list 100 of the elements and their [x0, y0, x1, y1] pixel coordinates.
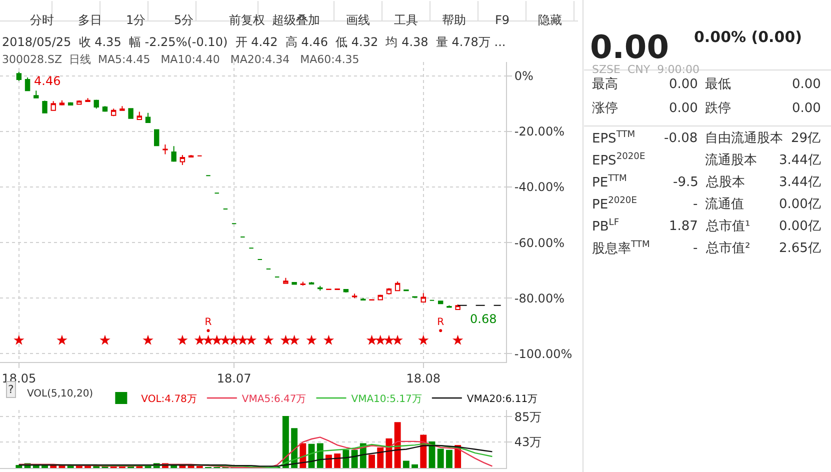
candlestick — [110, 108, 116, 117]
bar — [446, 450, 452, 468]
candlestick — [360, 297, 366, 301]
text: ? — [8, 383, 14, 396]
x-tick-label: 18.08 — [406, 371, 441, 386]
text: 总市值¹ — [705, 219, 750, 234]
annotation: 0.68 — [470, 312, 497, 326]
candlestick — [455, 304, 460, 310]
text: 0.00 — [669, 77, 698, 92]
text: 工具 — [394, 13, 418, 27]
text: 分时 — [30, 13, 54, 27]
candlestick — [394, 280, 400, 292]
text: 29亿 — [791, 131, 821, 146]
text: 跌停 — [705, 101, 731, 116]
text: EPS$^{2020E}$ — [592, 152, 646, 168]
text: 最低 — [705, 77, 731, 92]
text: 2.65亿 — [779, 241, 821, 256]
text: -9.5 — [673, 175, 698, 190]
legend-label: VMA20:6.11万 — [466, 394, 538, 405]
text: 流通值 — [705, 196, 744, 212]
bar — [316, 443, 324, 468]
y-tick-label: 85万 — [514, 410, 542, 424]
text: 3.44亿 — [779, 175, 821, 190]
bar — [368, 454, 375, 468]
text: 0.00亿 — [779, 219, 821, 234]
text: 0.00亿 — [779, 197, 821, 212]
text: 画线 — [346, 13, 370, 27]
bar — [326, 454, 332, 468]
text: -0.08 — [664, 131, 698, 146]
candlestick — [412, 296, 418, 298]
text: PE$^{TTM}$ — [592, 174, 627, 190]
candlestick — [85, 98, 90, 102]
candlestick — [136, 111, 142, 120]
candlestick — [300, 281, 306, 286]
text: 0.00% (0.00) — [694, 28, 802, 46]
candlestick — [420, 292, 426, 303]
text: 最高 — [592, 76, 618, 92]
legend-title: VOL(5,10,20) — [27, 388, 94, 400]
annotation: 4.46 — [34, 74, 61, 88]
candlestick — [154, 129, 160, 146]
y-tick-label: -60.00% — [514, 236, 564, 250]
candlestick — [42, 100, 48, 114]
bar — [437, 448, 444, 468]
line-series — [18, 436, 493, 468]
bar — [342, 450, 350, 468]
text: 总股本 — [705, 175, 745, 190]
candlestick — [283, 277, 288, 284]
candlestick — [292, 282, 297, 285]
text: PE$^{2020E}$ — [592, 196, 638, 212]
text: 自由流通股本 — [705, 130, 783, 146]
bar — [282, 416, 289, 468]
text: 前复权 — [229, 13, 265, 27]
candlestick — [386, 288, 392, 295]
chart-title: 2018/05/25 收 4.35 幅 -2.25%(-0.10) 开 4.42 高 4.46 低 4.32 均 4.38 量 4.78万 ... — [2, 35, 506, 49]
bar — [334, 454, 341, 468]
data-label: R — [437, 317, 444, 328]
text: 涨停 — [592, 101, 618, 116]
x-tick-label: 18.07 — [216, 371, 252, 386]
text: PB$^{LF}$ — [592, 218, 620, 234]
candlestick — [34, 90, 39, 99]
text: 股息率$^{TTM}$ — [592, 240, 650, 256]
bar — [402, 460, 410, 468]
candlestick — [94, 99, 99, 110]
y-tick-label: -100.00% — [514, 346, 572, 361]
candlestick — [128, 108, 134, 120]
y-tick-label: 43万 — [514, 435, 542, 450]
y-tick-label: 0% — [514, 69, 534, 84]
legend-label: VMA5:6.47万 — [242, 394, 306, 405]
bar — [16, 464, 22, 468]
candlestick — [171, 146, 176, 162]
candlestick — [16, 71, 22, 82]
text: 1.87 — [669, 219, 698, 234]
bar — [291, 428, 298, 468]
candlestick — [59, 100, 65, 106]
text: 0.00 — [590, 28, 669, 66]
candlestick — [76, 100, 82, 106]
candlestick — [446, 304, 452, 308]
y-tick-label: -80.00% — [514, 291, 564, 306]
data-label: R — [204, 317, 212, 328]
text: SZSE CNY 9:00:00 — [592, 63, 700, 76]
text: F9 — [495, 13, 510, 27]
candlestick — [120, 106, 125, 112]
chart-subtitle: 300028.SZ 日线 MA5:4.45 MA10:4.40 MA20:4.34 MA60:4.35 — [2, 53, 360, 66]
text: - — [693, 197, 698, 212]
candlestick — [24, 77, 30, 92]
text: 隐藏 — [538, 13, 562, 27]
candlestick — [378, 294, 383, 301]
text: 多日 — [78, 13, 102, 27]
y-tick-label: -20.00% — [514, 124, 564, 139]
candlestick — [50, 100, 56, 111]
text: 总市值² — [705, 241, 750, 256]
candlestick — [352, 293, 358, 299]
text: 超级叠加 — [272, 13, 320, 27]
legend-label: VOL:4.78万 — [141, 394, 197, 405]
text: 0.00 — [792, 101, 821, 116]
candlestick — [162, 144, 168, 155]
text: 1分 — [126, 13, 146, 27]
text: 5分 — [174, 13, 194, 27]
text: 流通股本 — [705, 152, 757, 168]
text: - — [693, 241, 698, 256]
